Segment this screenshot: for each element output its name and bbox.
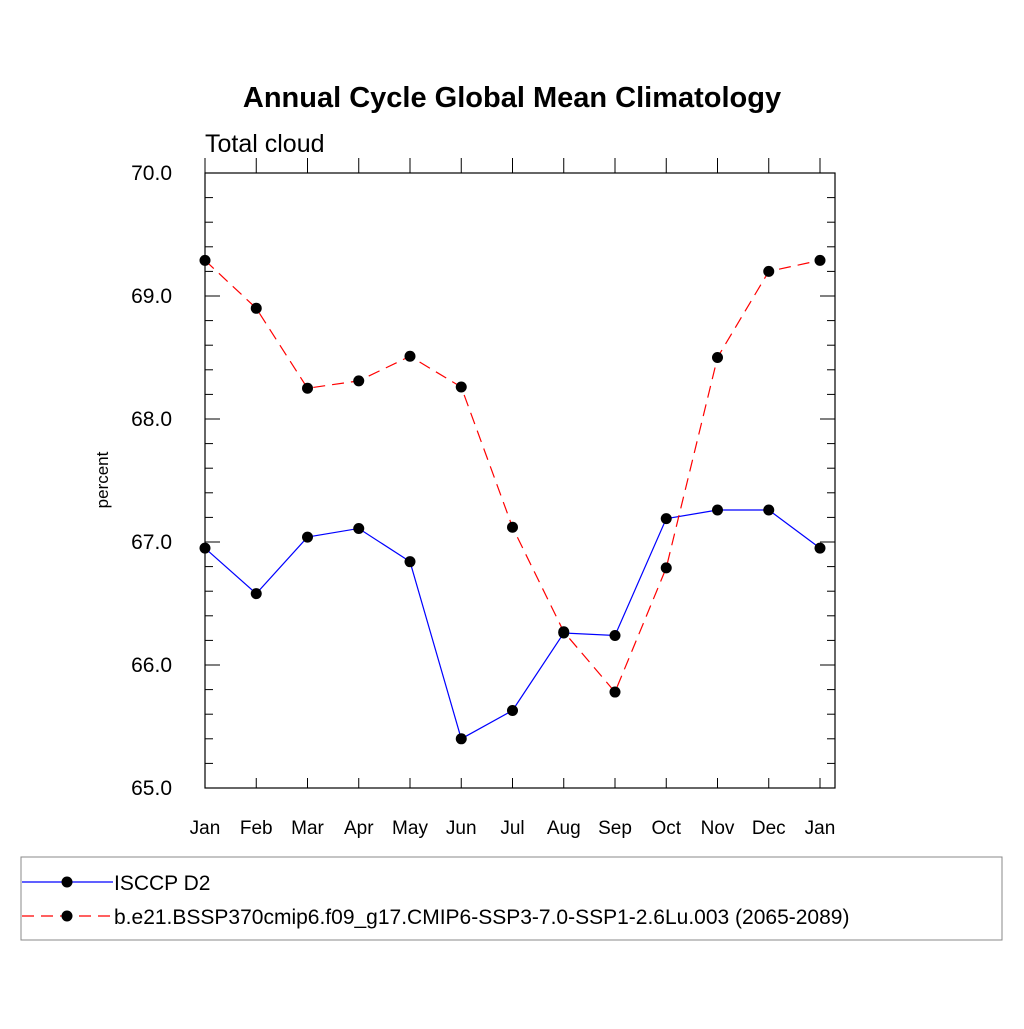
x-tick-label: Oct [651,818,681,839]
data-point [660,513,672,525]
chart-subtitle: Total cloud [205,130,325,158]
axes: Jan Feb Mar Apr May Jun Jul Aug Sep Oct Nov Dec Jan 6… [131,158,836,839]
y-axis-label: percent [93,451,112,508]
y-tick-label: 67.0 [131,531,172,554]
y-tick-label: 69.0 [131,285,172,308]
data-point [609,686,621,698]
x-tick-label: Jun [446,818,477,839]
data-point [250,302,262,314]
data-point [455,733,467,745]
data-point [507,521,518,533]
data-point [507,705,518,717]
y-tick-label: 66.0 [131,654,172,677]
x-tick-label: May [392,818,428,839]
x-tick-label: Dec [752,818,786,839]
series-line [204,259,821,694]
x-tick-label: Feb [240,818,273,839]
data-point [763,504,775,516]
x-tick-label: Jan [190,818,221,839]
data-point [763,265,775,277]
data-point [199,254,211,266]
x-tick-label: Jul [500,818,524,839]
legend-marker [61,910,73,922]
legend-label: b.e21.BSSP370cmip6.f09_g17.CMIP6-SSP3-7.… [114,906,849,929]
x-tick-label: Jan [805,818,836,839]
data-point [609,629,621,641]
legend-box [20,856,1003,941]
series-2 [199,254,826,698]
data-point [353,375,365,387]
x-tick-label: Aug [547,818,581,839]
data-point [404,350,416,362]
series-line [204,509,821,740]
legend: ISCCP D2 b.e21.BSSP370cmip6.f09_g17.CMIP6… [20,856,1003,941]
y-tick-label: 70.0 [131,162,172,185]
y-tick-label: 68.0 [131,408,172,431]
data-point [455,381,467,393]
data-point [712,504,723,516]
data-point [250,588,262,600]
chart-title: Annual Cycle Global Mean Climatology [243,82,781,114]
x-tick-label: Nov [701,818,735,839]
data-point [814,542,826,554]
data-point [353,522,365,534]
data-point [660,562,672,574]
data-point [302,531,313,543]
legend-marker [61,876,73,888]
data-point [404,556,416,568]
data-point [712,352,723,363]
x-tick-label: Sep [598,818,632,839]
data-point [302,382,313,394]
x-tick-label: Mar [291,818,324,839]
x-tick-label: Apr [344,818,374,839]
series-layer [199,254,826,745]
legend-label: ISCCP D2 [114,872,210,895]
data-point [558,626,570,638]
y-tick-label: 65.0 [131,777,172,800]
data-point [814,254,826,266]
plot-frame [204,172,836,789]
series-1 [199,504,826,745]
data-point [199,542,211,554]
